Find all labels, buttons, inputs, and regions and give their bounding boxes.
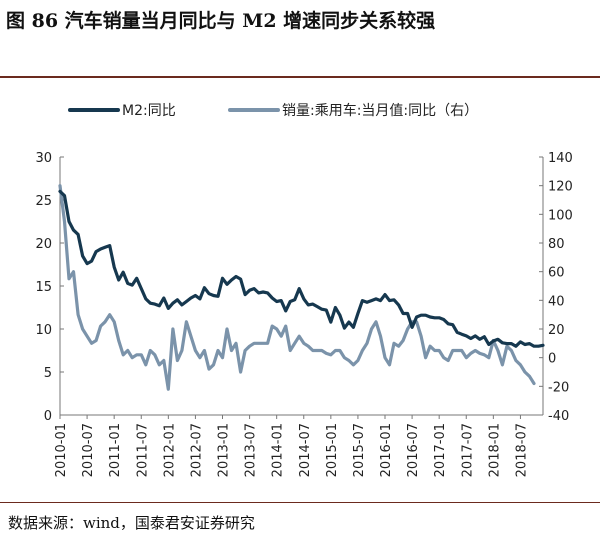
x-tick-label: 2016-07 xyxy=(406,423,421,477)
chart-axes: 0 5 10 15 20 25 30 -40 -20 0 20 40 60 80 100 120 140 2010… xyxy=(35,151,572,477)
y-left-tick-label: 10 xyxy=(35,323,52,338)
y-right-tick-label: -20 xyxy=(548,380,569,395)
x-tick-label: 2012-07 xyxy=(189,423,204,477)
chart-svg: M2:同比 销量:乘用车:当月值:同比（右） 0 5 10 15 20 25 30 -40 -2… xyxy=(35,102,572,477)
footer-divider xyxy=(0,502,600,503)
source-note: 数据来源：wind，国泰君安证券研究 xyxy=(8,514,255,532)
y-left-tick-label: 20 xyxy=(35,237,52,252)
title-divider xyxy=(0,76,600,78)
x-tick-label: 2012-01 xyxy=(162,423,177,477)
y-left-tick-label: 5 xyxy=(44,366,52,381)
y-left-tick-label: 30 xyxy=(35,151,52,166)
x-tick-label: 2011-01 xyxy=(108,423,123,477)
x-tick-label: 2014-07 xyxy=(298,423,313,477)
y-right-tick-label: 20 xyxy=(548,323,565,338)
x-tick-label: 2013-07 xyxy=(244,423,259,477)
y-right-tick-label: 0 xyxy=(548,352,556,367)
x-tick-label: 2010-01 xyxy=(54,423,69,477)
y-right-tick-label: 120 xyxy=(548,180,573,195)
y-right-tick-label: 80 xyxy=(548,237,565,252)
y-right-tick-label: -40 xyxy=(548,409,569,424)
series-line-m2 xyxy=(58,189,545,348)
y-left-tick-label: 0 xyxy=(44,409,52,424)
y-right-tick-label: 60 xyxy=(548,266,565,281)
y-left-tick-label: 25 xyxy=(35,194,52,209)
legend-label-m2: M2:同比 xyxy=(122,103,176,119)
x-tick-label: 2018-07 xyxy=(514,423,529,477)
x-tick-label: 2011-07 xyxy=(135,423,150,477)
chart-series xyxy=(58,184,545,391)
x-tick-label: 2017-01 xyxy=(433,423,448,477)
x-tick-label: 2018-01 xyxy=(487,423,502,477)
y-right-tick-label: 40 xyxy=(548,294,565,309)
x-tick-label: 2015-07 xyxy=(352,423,367,477)
legend-label-sales: 销量:乘用车:当月值:同比（右） xyxy=(282,102,478,119)
x-tick-label: 2014-01 xyxy=(271,423,286,477)
x-tick-label: 2010-07 xyxy=(81,423,96,477)
x-tick-label: 2013-01 xyxy=(217,423,232,477)
series-line-sales xyxy=(58,184,536,391)
y-right-tick-label: 100 xyxy=(548,208,573,223)
y-left-tick-label: 15 xyxy=(35,280,52,295)
x-tick-label: 2017-07 xyxy=(460,423,475,477)
chart-legend: M2:同比 销量:乘用车:当月值:同比（右） xyxy=(68,102,478,119)
x-tick-label: 2016-01 xyxy=(379,423,394,477)
chart-figure-title: 图 86 汽车销量当月同比与 M2 增速同步关系较强 xyxy=(6,10,436,32)
x-tick-label: 2015-01 xyxy=(325,423,340,477)
y-right-tick-label: 140 xyxy=(548,151,573,166)
